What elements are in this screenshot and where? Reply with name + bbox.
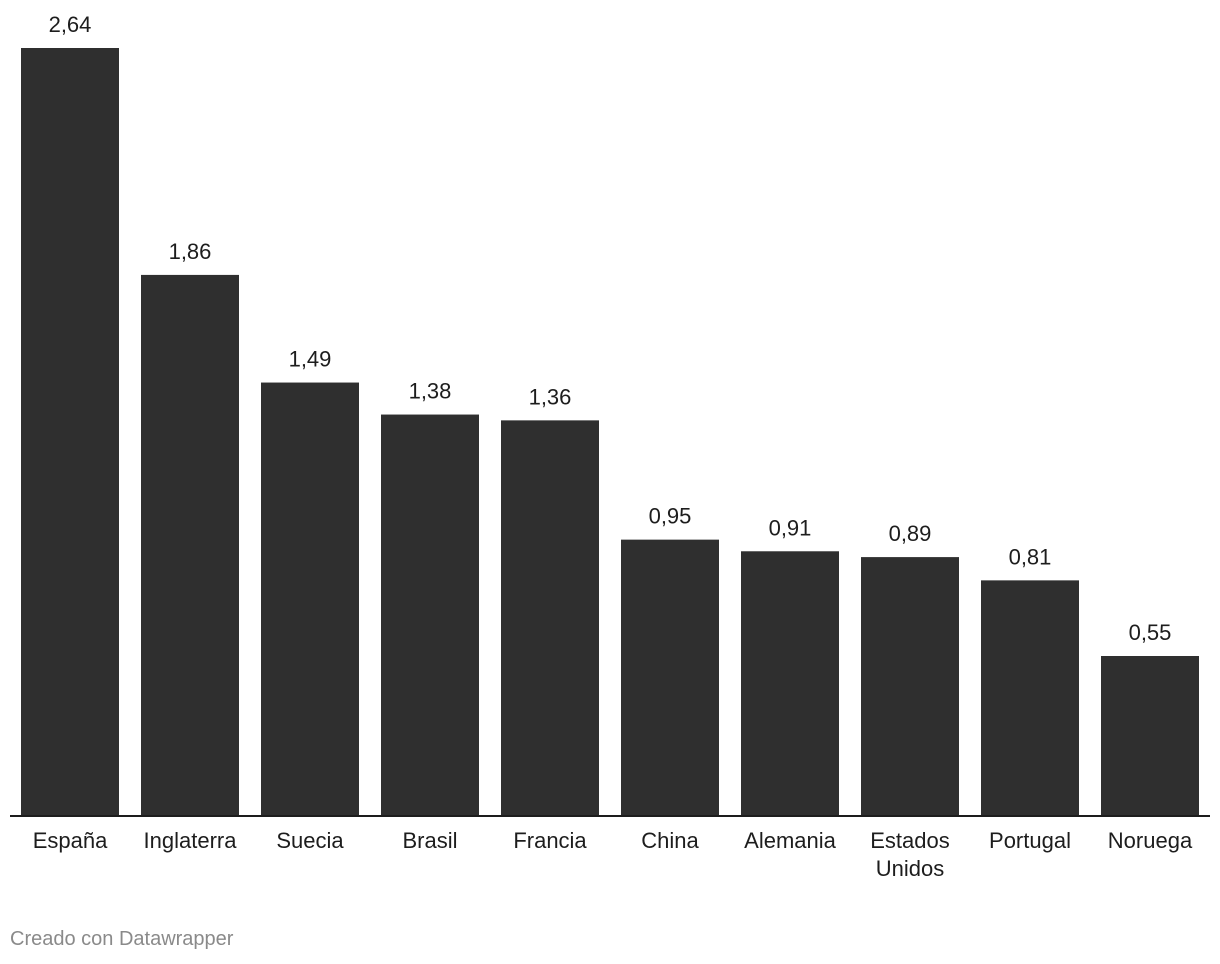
category-label: Francia <box>513 828 587 853</box>
category-labels-group: España Inglaterra Suecia Brasil Francia China… <box>33 828 1193 881</box>
credit-text: Creado con Datawrapper <box>10 928 234 950</box>
value-labels-group: 2,64 1,86 1,49 1,38 1,36 0,95 0,91 0,89 0,81 0,55 <box>49 12 1172 645</box>
category-label: Alemania <box>744 828 836 853</box>
value-label: 1,49 <box>289 347 332 372</box>
category-label: Estados Unidos <box>870 828 950 881</box>
category-label: Suecia <box>276 828 344 853</box>
category-label: España <box>33 828 108 853</box>
bar <box>861 557 959 816</box>
category-label: Noruega <box>1108 828 1193 853</box>
bars-group <box>21 48 1199 817</box>
bar <box>741 551 839 816</box>
value-label: 0,55 <box>1129 620 1172 645</box>
category-label: Brasil <box>402 828 457 853</box>
bar <box>261 382 359 816</box>
value-label: 1,38 <box>409 379 452 404</box>
bar <box>141 274 239 817</box>
value-label: 2,64 <box>49 12 92 37</box>
category-label: Portugal <box>989 828 1071 853</box>
value-label: 0,91 <box>769 515 812 540</box>
value-label: 1,86 <box>169 239 212 264</box>
bar <box>501 420 599 816</box>
value-label: 0,89 <box>889 521 932 546</box>
value-label: 1,36 <box>529 384 572 409</box>
category-label: Inglaterra <box>144 828 238 853</box>
bar <box>981 580 1079 816</box>
value-label: 0,81 <box>1009 544 1052 569</box>
bar <box>621 539 719 816</box>
bar <box>21 48 119 816</box>
bar <box>1101 656 1199 816</box>
bar <box>381 414 479 816</box>
value-label: 0,95 <box>649 504 692 529</box>
category-label: China <box>641 828 699 853</box>
